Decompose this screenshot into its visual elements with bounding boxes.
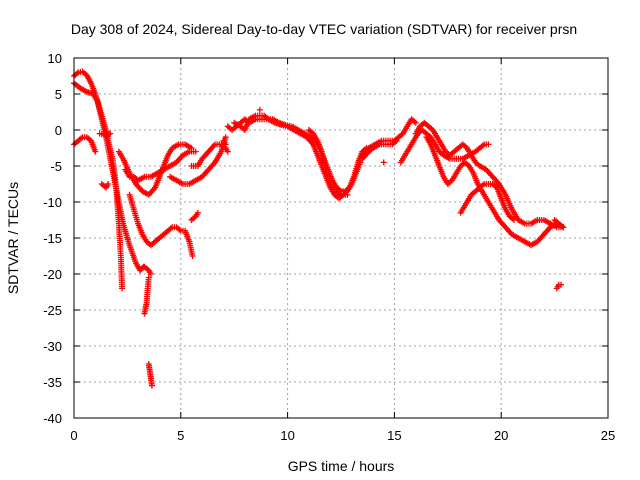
y-tick-label: -35	[43, 375, 62, 390]
x-tick-label: 20	[494, 428, 508, 443]
data-track	[188, 209, 201, 223]
data-point	[412, 119, 419, 126]
data-point	[148, 382, 155, 389]
y-tick-label: 10	[48, 51, 62, 66]
data-track	[126, 191, 196, 259]
data-point	[558, 281, 565, 288]
data-track	[551, 217, 567, 231]
data-track	[141, 274, 152, 317]
data-track	[457, 181, 518, 223]
data-point	[222, 141, 229, 148]
data-track	[96, 130, 114, 139]
plot-frame	[73, 57, 609, 419]
data-track	[305, 127, 351, 198]
data-track	[553, 281, 565, 292]
data-track	[220, 137, 229, 148]
data-point	[357, 159, 364, 166]
data-point	[105, 181, 112, 187]
x-tick-label: 25	[601, 428, 615, 443]
y-tick-label: 5	[55, 87, 62, 102]
data-point	[560, 224, 567, 231]
data-point	[92, 148, 99, 155]
data-track	[141, 263, 154, 277]
data-track	[71, 80, 147, 274]
data-points	[71, 68, 567, 389]
data-point	[145, 274, 152, 281]
tick-labels: 0 5 10 15 20 25 10 5 0 -5 -10 -15 -20 -25 -30 -35 -40	[43, 51, 615, 443]
y-tick-label: -20	[43, 267, 62, 282]
data-point	[344, 191, 351, 198]
data-point	[222, 134, 229, 141]
x-axis-label: GPS time / hours	[288, 458, 395, 474]
data-point	[224, 148, 231, 155]
y-tick-label: -25	[43, 303, 62, 318]
gridlines	[74, 58, 608, 418]
x-tick-label: 5	[177, 428, 184, 443]
y-axis-label: SDTVAR / TECUs	[5, 182, 21, 294]
data-track	[145, 361, 155, 389]
y-tick-label: -5	[50, 159, 62, 174]
data-track	[188, 141, 231, 169]
y-tick-label: -10	[43, 195, 62, 210]
data-point	[393, 137, 400, 144]
data-point	[189, 253, 196, 259]
data-track	[231, 112, 364, 202]
data-point	[256, 106, 263, 113]
x-tick-label: 10	[280, 428, 294, 443]
data-point	[485, 141, 492, 148]
data-point	[511, 217, 518, 223]
data-track	[71, 134, 99, 155]
data-track	[98, 181, 112, 191]
data-point	[119, 285, 126, 292]
y-tick-label: -30	[43, 339, 62, 354]
chart-title: Day 308 of 2024, Sidereal Day-to-day VTE…	[71, 21, 577, 37]
data-track	[380, 159, 387, 166]
y-tick-label: 0	[55, 123, 62, 138]
y-tick-label: -15	[43, 231, 62, 246]
data-point	[147, 271, 154, 277]
data-track	[256, 106, 263, 113]
data-point	[192, 148, 199, 155]
x-tick-label: 0	[70, 428, 77, 443]
data-point	[194, 209, 201, 216]
data-track	[122, 148, 199, 184]
data-point	[107, 130, 114, 137]
y-tick-label: -40	[43, 411, 62, 426]
data-track	[412, 119, 567, 231]
data-track	[359, 137, 400, 162]
x-tick-label: 15	[387, 428, 401, 443]
data-point	[380, 159, 387, 166]
